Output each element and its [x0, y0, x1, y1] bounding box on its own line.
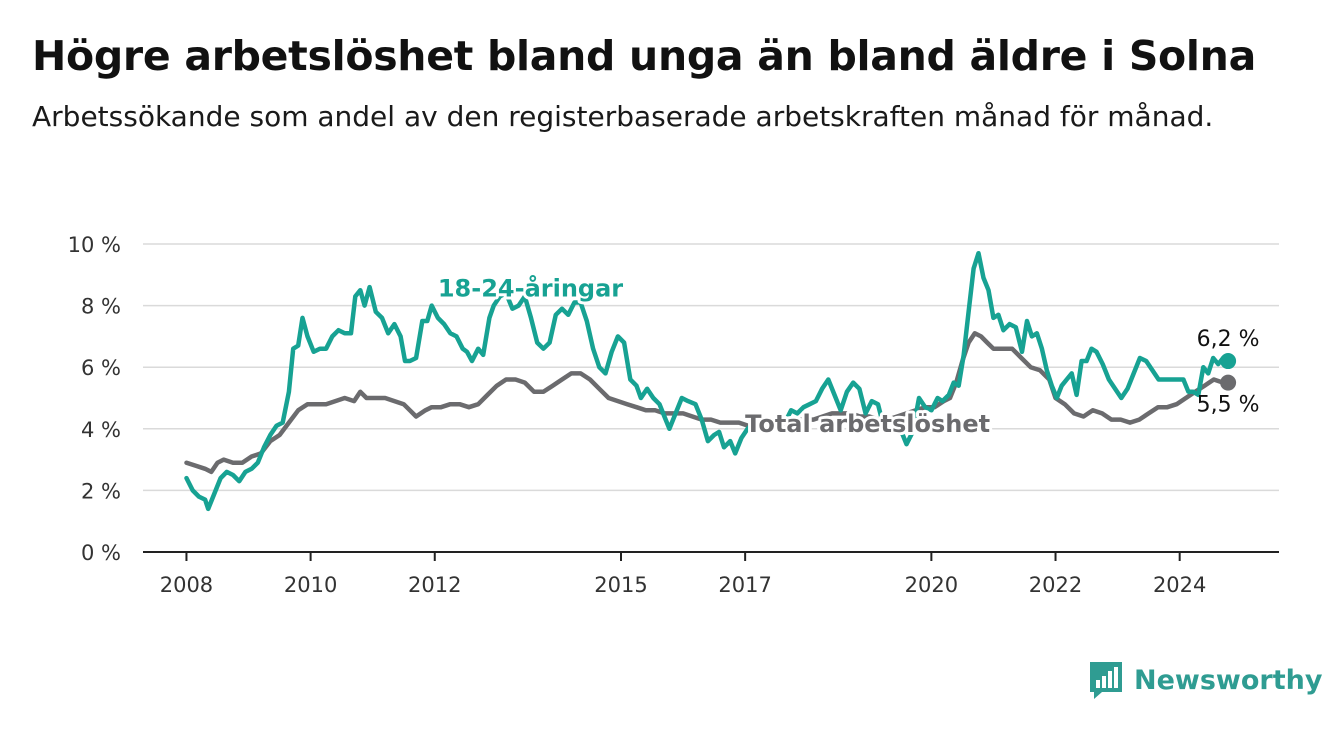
- x-tick-label: 2024: [1153, 573, 1206, 597]
- series-line: [184, 250, 1231, 512]
- x-tick-label: 2012: [408, 573, 461, 597]
- chart-subtitle: Arbetssökande som andel av den registerb…: [32, 100, 1214, 133]
- y-tick-label: 2 %: [81, 479, 121, 503]
- x-tick-label: 2010: [284, 573, 337, 597]
- line-chart: 0 % 2 % 4 % 6 % 8 % 10 % 2008 2010 2012 2015 2017…: [68, 233, 1279, 597]
- x-tick-label: 2017: [718, 573, 771, 597]
- chart-title: Högre arbetslöshet bland unga än bland ä…: [32, 32, 1256, 80]
- series-line: [184, 331, 1231, 475]
- y-axis-ticks: 0 % 2 % 4 % 6 % 8 % 10 %: [68, 233, 121, 565]
- series-lines: [184, 250, 1237, 512]
- x-axis-ticks: 2008 2010 2012 2015 2017 2020 2022 2024: [160, 552, 1206, 597]
- y-tick-label: 10 %: [68, 233, 121, 257]
- y-tick-label: 6 %: [81, 356, 121, 380]
- x-tick-label: 2008: [160, 573, 213, 597]
- end-value-label-youth: 6,2 %: [1197, 327, 1260, 352]
- brand-logo: Newsworthy: [1088, 660, 1322, 700]
- brand-name: Newsworthy: [1134, 664, 1323, 696]
- x-tick-label: 2020: [905, 573, 958, 597]
- bar-chart-logo-icon: [1090, 662, 1122, 699]
- y-tick-label: 0 %: [81, 541, 121, 565]
- y-tick-label: 8 %: [81, 295, 121, 319]
- series-label-youth: 18-24-åringar: [438, 273, 623, 302]
- series-labels: 18-24-åringar Total arbetslöshet 6,2 % 5,5 …: [435, 270, 1260, 441]
- series-end-marker: [1220, 353, 1237, 370]
- series-end-marker: [1220, 374, 1237, 391]
- series-label-total: Total arbetslöshet: [745, 410, 990, 438]
- x-tick-label: 2022: [1029, 573, 1082, 597]
- x-tick-label: 2015: [594, 573, 647, 597]
- gridlines: [143, 243, 1279, 553]
- y-tick-label: 4 %: [81, 418, 121, 442]
- end-value-label-total: 5,5 %: [1197, 393, 1260, 418]
